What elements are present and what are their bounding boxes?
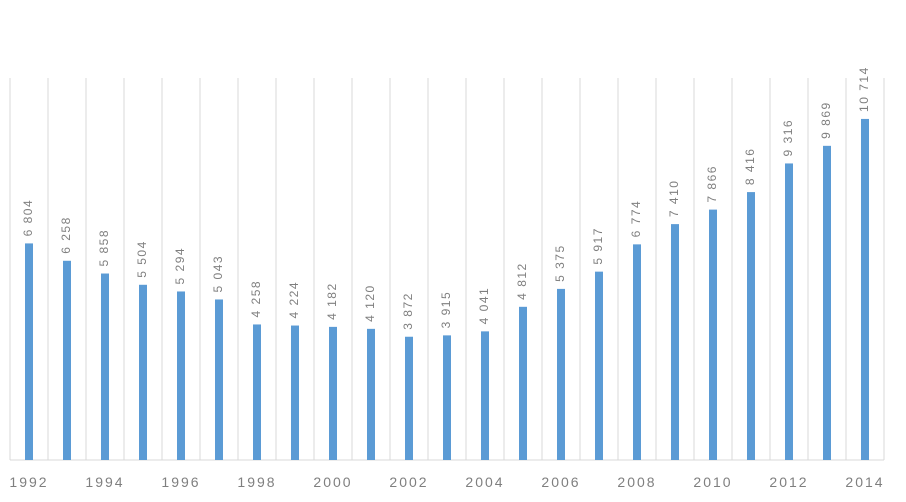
x-tick-label: 2014 [845, 474, 884, 490]
value-label: 7 410 [667, 180, 681, 218]
value-label: 5 858 [97, 229, 111, 267]
bar [253, 324, 261, 460]
value-label: 10 714 [857, 66, 871, 112]
bar [709, 209, 717, 460]
bar [63, 260, 71, 460]
value-label: 5 043 [211, 255, 225, 293]
x-tick-label: 2004 [465, 474, 504, 490]
x-tick-label: 2002 [389, 474, 428, 490]
bar [177, 291, 185, 460]
value-label: 4 812 [515, 262, 529, 300]
value-label: 5 375 [553, 244, 567, 282]
x-tick-label: 1998 [237, 474, 276, 490]
bar [557, 288, 565, 460]
value-label: 5 504 [135, 240, 149, 278]
bar [671, 224, 679, 460]
value-label: 6 804 [21, 199, 35, 237]
bar [291, 325, 299, 460]
bar [101, 273, 109, 460]
bar [823, 145, 831, 460]
bar [367, 328, 375, 460]
x-tick-label: 1996 [161, 474, 200, 490]
value-label: 9 869 [819, 101, 833, 139]
value-label: 8 416 [743, 148, 757, 186]
value-label: 7 866 [705, 165, 719, 203]
bar [595, 271, 603, 460]
bar [443, 335, 451, 460]
bar [329, 326, 337, 460]
value-label: 5 294 [173, 247, 187, 285]
bar [633, 244, 641, 460]
value-label: 9 316 [781, 119, 795, 157]
bar [25, 243, 33, 460]
x-tick-label: 2010 [693, 474, 732, 490]
value-label: 4 258 [249, 280, 263, 318]
bar [139, 284, 147, 460]
value-label: 6 774 [629, 200, 643, 238]
bar [785, 163, 793, 460]
bar [405, 336, 413, 460]
bar [747, 192, 755, 460]
value-label: 3 915 [439, 291, 453, 329]
bar [519, 306, 527, 460]
x-tick-label: 2000 [313, 474, 352, 490]
value-label: 4 120 [363, 284, 377, 322]
bar [481, 331, 489, 460]
value-label: 4 224 [287, 281, 301, 319]
value-label: 3 872 [401, 292, 415, 330]
x-tick-label: 1992 [9, 474, 48, 490]
bar [215, 299, 223, 460]
x-tick-label: 2006 [541, 474, 580, 490]
x-tick-label: 2012 [769, 474, 808, 490]
value-label: 5 917 [591, 227, 605, 265]
value-label: 4 182 [325, 282, 339, 320]
value-label: 4 041 [477, 287, 491, 325]
bar [861, 118, 869, 460]
x-tick-label: 1994 [85, 474, 124, 490]
x-tick-label: 2008 [617, 474, 656, 490]
value-label: 6 258 [59, 216, 73, 254]
